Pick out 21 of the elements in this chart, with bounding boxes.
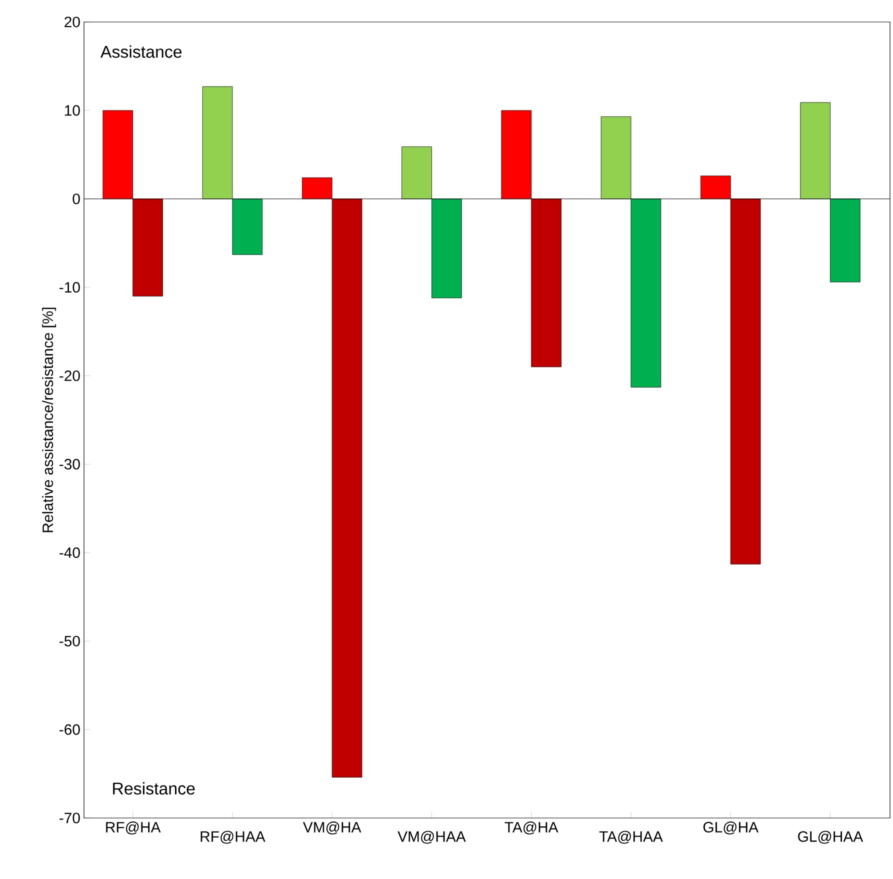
x-tick-label: RF@HA [106, 822, 161, 834]
x-tick-label: TA@HA [504, 822, 558, 834]
y-tick-label: -30 [60, 458, 80, 470]
y-tick-label: 0 [72, 194, 80, 204]
y-tick-label: -40 [60, 547, 80, 558]
y-tick-label: 20 [64, 16, 80, 28]
x-tick-label: GL@HAA [798, 830, 864, 844]
x-tick-label: GL@HA [703, 822, 759, 834]
y-axis-title: Relative assistance/resistance [%] [42, 308, 56, 532]
y-tick-label: -50 [60, 636, 80, 646]
x-tick-label: RF@HAA [200, 830, 266, 844]
y-tick-label: 10 [65, 105, 80, 116]
y-tick-label: -60 [60, 724, 80, 735]
y-tick-label: -70 [60, 812, 80, 824]
annotation: Assistance [100, 45, 182, 58]
y-tick-label: -20 [60, 370, 80, 382]
annotation: Resistance [113, 782, 195, 795]
x-tick-label: TA@HAA [599, 830, 663, 844]
x-tick-label: VM@HAA [398, 830, 466, 844]
y-tick-label: -10 [60, 282, 80, 293]
x-tick-label: VM@HA [302, 822, 362, 834]
